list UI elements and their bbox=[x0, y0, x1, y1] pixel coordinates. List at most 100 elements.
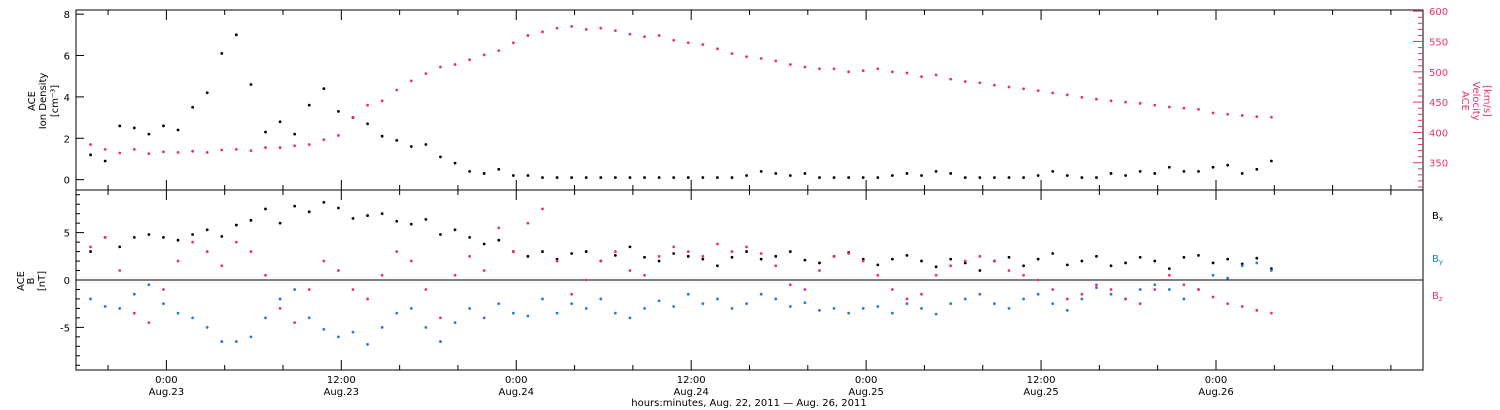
density-point bbox=[89, 153, 92, 157]
bz-point bbox=[1080, 292, 1084, 296]
bz-point bbox=[132, 311, 136, 315]
date-tick-label: Aug.24 bbox=[499, 387, 534, 398]
by-point bbox=[118, 307, 122, 310]
density-tick-label: 4 bbox=[64, 93, 70, 104]
bx-point bbox=[541, 250, 544, 253]
by-point bbox=[584, 307, 588, 310]
bx-point bbox=[526, 254, 530, 258]
density-tick-label: 8 bbox=[64, 10, 70, 21]
bx-point bbox=[978, 269, 982, 272]
density-point bbox=[453, 161, 457, 165]
density-point bbox=[1269, 159, 1273, 163]
bx-point bbox=[890, 257, 894, 261]
density-point bbox=[278, 120, 282, 124]
density-point bbox=[613, 176, 617, 179]
velocity-point bbox=[439, 65, 442, 69]
velocity-point bbox=[366, 103, 369, 107]
bz-point bbox=[1095, 283, 1098, 287]
bz-point bbox=[541, 207, 544, 211]
by-point bbox=[526, 314, 530, 318]
velocity-point bbox=[249, 149, 253, 153]
bx-point bbox=[293, 204, 297, 208]
bz-point bbox=[103, 235, 107, 239]
by-point bbox=[439, 340, 442, 343]
by-point bbox=[1051, 302, 1055, 306]
velocity-point bbox=[643, 35, 646, 39]
b-field-legend: Bx By Bz bbox=[1432, 211, 1443, 303]
velocity-point bbox=[701, 43, 705, 46]
date-tick-label: Aug.24 bbox=[673, 387, 708, 398]
b-label-line2: B bbox=[26, 277, 37, 284]
velocity-point bbox=[788, 63, 792, 66]
bz-point bbox=[628, 269, 632, 272]
by-point bbox=[322, 327, 326, 331]
velocity-point bbox=[993, 83, 996, 87]
density-point bbox=[264, 130, 267, 134]
velocity-point bbox=[934, 73, 938, 77]
bz-point bbox=[1240, 305, 1244, 308]
density-point bbox=[1022, 176, 1025, 179]
velocity-point bbox=[380, 99, 384, 103]
density-point bbox=[890, 174, 894, 177]
bx-point bbox=[1022, 264, 1025, 268]
velocity-point bbox=[1007, 85, 1011, 89]
density-point bbox=[1167, 165, 1171, 169]
date-tick-label: Aug.25 bbox=[1023, 387, 1058, 398]
bz-point bbox=[220, 264, 224, 268]
bz-point bbox=[424, 288, 428, 291]
velocity-point bbox=[599, 26, 603, 30]
bz-point bbox=[234, 240, 238, 244]
bx-point bbox=[1109, 264, 1113, 268]
bz-point bbox=[1109, 288, 1113, 291]
by-point bbox=[978, 292, 982, 296]
by-point bbox=[832, 307, 836, 310]
legend-bx-subscript: x bbox=[1439, 215, 1443, 223]
bx-point bbox=[482, 242, 486, 246]
density-point bbox=[745, 174, 748, 177]
bx-point bbox=[1095, 254, 1098, 258]
by-point bbox=[1007, 307, 1011, 310]
bz-point bbox=[453, 273, 457, 277]
bx-point bbox=[934, 265, 938, 269]
bz-point bbox=[745, 245, 748, 249]
velocity-point bbox=[613, 29, 617, 33]
bz-point bbox=[643, 273, 646, 277]
density-point bbox=[934, 169, 938, 173]
velocity-point bbox=[1109, 99, 1113, 103]
bz-point bbox=[205, 250, 209, 253]
by-point bbox=[293, 288, 297, 291]
bz-point bbox=[832, 254, 836, 258]
bx-point bbox=[497, 238, 501, 242]
velocity-point bbox=[905, 71, 909, 75]
by-point bbox=[1080, 297, 1084, 301]
bz-point bbox=[555, 259, 559, 263]
by-point bbox=[818, 308, 821, 312]
density-point bbox=[220, 52, 224, 55]
bx-point bbox=[905, 253, 909, 257]
density-point bbox=[395, 138, 399, 142]
bz-point bbox=[497, 226, 501, 230]
density-point bbox=[1080, 176, 1084, 179]
bx-point bbox=[234, 223, 238, 227]
velocity-point bbox=[570, 24, 574, 28]
bx-point bbox=[613, 253, 617, 257]
velocity-point bbox=[1022, 87, 1025, 91]
bx-point bbox=[191, 233, 195, 236]
bz-point bbox=[570, 292, 574, 296]
bz-point bbox=[730, 250, 734, 253]
bx-point bbox=[424, 217, 428, 221]
bx-point bbox=[759, 257, 763, 261]
by-point bbox=[1022, 297, 1025, 301]
density-tick-label: 0 bbox=[64, 176, 70, 187]
bx-point bbox=[686, 254, 690, 258]
density-point bbox=[1036, 174, 1040, 177]
velocity-point bbox=[132, 147, 136, 151]
density-axis-label: ACE Ion Density [cm⁻³] bbox=[27, 73, 61, 130]
by-point bbox=[599, 297, 603, 301]
by-point bbox=[1226, 276, 1230, 280]
velocity-axis-label: ACE Velocity [km/s] bbox=[1459, 81, 1492, 120]
density-point bbox=[1255, 167, 1259, 171]
velocity-point bbox=[453, 63, 457, 66]
density-point bbox=[1211, 165, 1215, 169]
bz-point bbox=[963, 259, 967, 263]
